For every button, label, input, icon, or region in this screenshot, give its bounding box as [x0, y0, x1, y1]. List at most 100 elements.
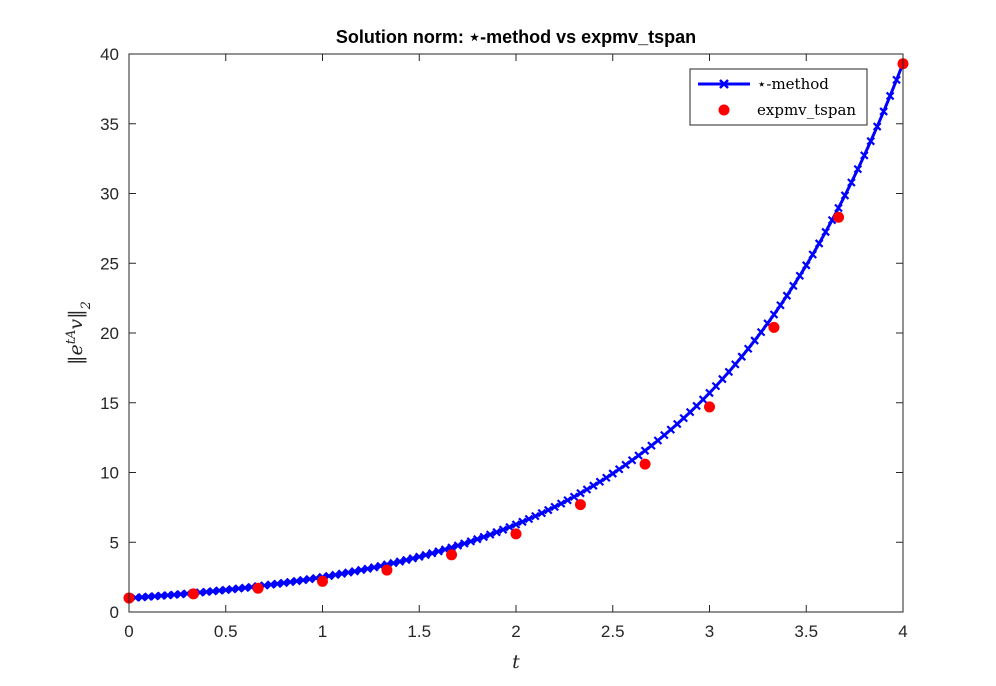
star-method-marker	[292, 576, 301, 586]
star-method-marker	[414, 552, 424, 561]
star-method-marker	[453, 541, 463, 550]
star-method-marker	[653, 436, 663, 445]
star-method-marker	[750, 336, 759, 345]
star-method-marker	[550, 502, 559, 512]
star-method-marker	[789, 281, 798, 291]
star-method-marker	[537, 508, 547, 518]
expmv-tspan-point	[446, 549, 458, 561]
star-method-marker	[485, 530, 495, 539]
star-method-marker	[363, 564, 372, 573]
star-method-marker	[395, 557, 405, 566]
legend: ⋆-method expmv_tspan	[689, 68, 868, 126]
expmv-tspan-point	[639, 458, 651, 470]
star-method-marker	[492, 527, 501, 537]
y-tick-label: 5	[110, 533, 119, 552]
star-method-marker	[602, 473, 611, 483]
y-tick-label: 30	[100, 185, 119, 204]
star-method-marker	[505, 522, 514, 532]
star-method-marker	[227, 584, 237, 594]
star-method-marker	[627, 455, 637, 465]
star-method-marker	[614, 464, 624, 474]
star-method-marker	[434, 547, 443, 556]
star-method-marker	[524, 514, 534, 524]
plot-area	[129, 54, 903, 612]
star-method-marker	[473, 534, 482, 544]
y-tick-label: 10	[100, 464, 119, 483]
star-method-marker	[814, 239, 824, 248]
x-tick-label: 3	[705, 622, 714, 641]
star-method-marker	[498, 525, 508, 534]
star-method-marker	[460, 539, 469, 548]
star-method-marker	[576, 488, 585, 498]
chart-title: Solution norm: ⋆-method vs expmv_tspan	[336, 27, 696, 47]
legend-marker-star-method	[719, 79, 729, 89]
star-method-marker	[582, 485, 592, 494]
star-method-marker	[356, 565, 366, 575]
star-method-marker	[853, 164, 863, 174]
star-method-marker	[543, 505, 553, 515]
star-method-marker	[273, 579, 282, 589]
star-method-marker	[718, 374, 727, 384]
x-tick-label: 3.5	[794, 622, 818, 641]
star-method-marker	[479, 532, 489, 542]
expmv-tspan-point	[833, 211, 845, 223]
star-method-marker	[408, 554, 418, 563]
star-method-marker	[840, 191, 850, 200]
y-tick-label: 20	[100, 324, 119, 343]
y-tick-label: 15	[100, 394, 119, 413]
x-axis-label: t	[512, 651, 520, 673]
star-method-marker	[350, 567, 360, 576]
star-method-marker	[879, 107, 888, 116]
star-method-marker	[466, 537, 476, 546]
x-tick-label: 1.5	[407, 622, 431, 641]
star-method-marker	[711, 381, 721, 391]
y-tick-label: 40	[100, 45, 119, 64]
star-method-marker	[595, 477, 605, 487]
star-method-marker	[685, 407, 695, 417]
star-method-marker	[692, 401, 701, 411]
star-method-marker	[724, 367, 734, 377]
y-tick-label: 0	[110, 603, 119, 622]
star-method-marker	[305, 574, 314, 584]
star-method-marker	[705, 388, 714, 398]
star-method-marker	[279, 578, 289, 588]
star-method-marker	[860, 151, 869, 160]
star-method-marker	[208, 586, 218, 596]
star-method-marker	[589, 481, 598, 490]
expmv-tspan-point	[317, 575, 328, 587]
expmv-tspan-point	[252, 582, 264, 594]
expmv-tspan-point	[510, 528, 522, 540]
x-tick-label: 0.5	[214, 622, 238, 641]
expmv-tspan-point	[768, 321, 780, 333]
star-method-marker	[556, 499, 566, 508]
star-method-marker	[847, 178, 856, 187]
expmv-tspan-point	[574, 499, 586, 511]
legend-marker-expmv-tspan	[718, 104, 730, 116]
star-method-marker	[240, 583, 250, 593]
star-method-marker	[427, 548, 437, 558]
star-method-marker	[221, 585, 231, 595]
star-method-marker	[266, 580, 276, 589]
star-method-marker	[215, 586, 224, 595]
star-method-marker	[834, 203, 843, 213]
star-method-marker	[608, 469, 618, 478]
star-method-marker	[672, 419, 682, 429]
star-method-marker	[202, 587, 211, 597]
star-method-marker	[795, 271, 805, 281]
star-method-marker	[634, 451, 643, 460]
star-method-marker	[518, 517, 527, 527]
x-tick-label: 4	[898, 622, 907, 641]
star-method-marker	[569, 492, 579, 502]
star-method-marker	[821, 227, 830, 237]
axes-box	[128, 53, 904, 613]
star-method-marker	[331, 570, 340, 580]
star-method-marker	[563, 495, 572, 505]
star-method-marker	[389, 558, 398, 568]
star-method-marker	[756, 327, 766, 337]
star-method-marker	[660, 430, 669, 440]
star-method-marker	[743, 344, 753, 354]
star-method-marker	[731, 360, 740, 369]
star-method-marker	[531, 511, 540, 521]
star-method-marker	[892, 75, 901, 85]
